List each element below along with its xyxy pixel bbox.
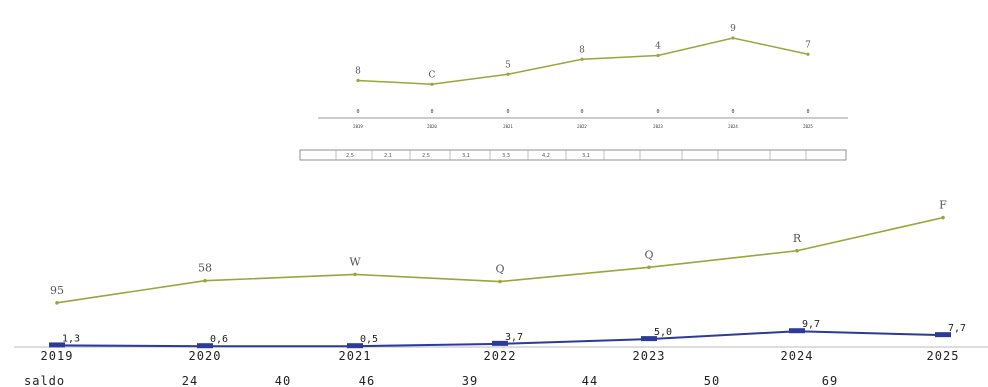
table-cell: 2,5	[346, 153, 354, 159]
bottom-series-1-point	[647, 265, 651, 270]
footer-value: 24	[182, 374, 198, 387]
footer-label: saldo	[24, 374, 65, 387]
bottom-tick-label: 2025	[927, 349, 960, 363]
top-tick-label: 2023	[653, 124, 663, 129]
bottom-series-2-label: 5,0	[654, 327, 672, 338]
top-data-table: 2,5 2,1 2,5 3,1 3,3 4,2 3,1	[299, 149, 847, 161]
top-lower-marker: 0	[506, 109, 509, 115]
bottom-series-1-point	[498, 279, 502, 284]
top-lower-marker: 0	[731, 109, 734, 115]
top-point-label: 5	[505, 60, 511, 70]
top-series-point	[580, 57, 584, 61]
table-cell: 3,1	[582, 153, 590, 159]
bottom-tick-label: 2021	[339, 349, 372, 363]
footer-value: 40	[275, 374, 291, 387]
bottom-line-chart: 95 58 W Q Q R F 1,3 0,6 0,5 3,7 5,0 9,7 7,7 2019 2020 20…	[14, 199, 988, 363]
bottom-series-2-label: 3,7	[505, 332, 523, 343]
bottom-series-2-marker	[197, 343, 213, 349]
bottom-series-line-1	[56, 216, 944, 304]
footer-row: saldo 24 40 46 39 44 50 69	[24, 374, 838, 387]
table-cell: 4,2	[542, 153, 550, 159]
footer-value: 50	[704, 374, 720, 387]
top-series-point	[806, 52, 810, 56]
top-lower-marker: 0	[656, 109, 659, 115]
bottom-tick-label: 2019	[41, 349, 74, 363]
top-tick-label: 2024	[728, 124, 738, 129]
bottom-series-2-label: 1,3	[62, 333, 80, 344]
bottom-series-1-label: F	[939, 199, 947, 212]
top-tick-label: 2020	[427, 124, 437, 129]
table-cell: 3,3	[502, 153, 510, 159]
top-series-point	[356, 78, 360, 83]
top-point-label: C	[429, 70, 436, 80]
bottom-series-1-label: R	[793, 232, 802, 245]
top-point-label: 7	[805, 40, 811, 50]
table-frame	[299, 149, 847, 161]
bottom-tick-label: 2020	[189, 349, 222, 363]
bottom-series-2-marker	[935, 332, 951, 338]
bottom-series-2-marker	[789, 328, 805, 334]
bottom-series-1-point	[353, 272, 357, 277]
table-cell: 2,1	[384, 153, 392, 159]
top-tick-label: 2021	[503, 124, 513, 129]
top-point-label: 9	[730, 24, 736, 34]
footer-value: 69	[822, 374, 838, 387]
table-cell: 2,5	[422, 153, 430, 159]
bottom-series-1-label: Q	[495, 263, 504, 276]
top-point-label: 8	[579, 45, 585, 55]
bottom-series-1-point	[55, 301, 59, 305]
top-lower-marker: 0	[806, 109, 809, 115]
top-series-point	[430, 82, 434, 86]
top-lower-marker: 0	[580, 109, 583, 115]
footer-value: 44	[582, 374, 598, 387]
top-tick-label: 2025	[803, 124, 813, 129]
bottom-series-2-label: 0,6	[210, 334, 228, 345]
top-lower-marker: 0	[356, 109, 359, 115]
bottom-series-1-point	[941, 215, 945, 220]
bottom-series-1-label: W	[349, 255, 361, 268]
top-point-label: 4	[655, 42, 661, 52]
top-lower-marker: 0	[430, 109, 433, 115]
top-series-point	[656, 53, 660, 58]
bottom-series-1-label: 95	[50, 284, 64, 297]
bottom-series-2-marker	[641, 336, 657, 342]
bottom-series-1-point	[203, 278, 207, 283]
bottom-tick-label: 2024	[781, 349, 814, 363]
top-line-chart: 8 C 5 8 4 9 7 0 0 0 0 0 0 0 2019 2020 2021 2022 2023 2024 20…	[318, 24, 848, 129]
bottom-tick-label: 2023	[633, 349, 666, 363]
footer-value: 46	[359, 374, 375, 387]
bottom-series-2-label: 9,7	[802, 319, 820, 330]
bottom-series-1-point	[795, 248, 799, 253]
bottom-series-2-label: 0,5	[360, 334, 378, 345]
bottom-series-2-marker	[347, 343, 363, 349]
footer-value: 39	[462, 374, 478, 387]
bottom-series-2-label: 7,7	[948, 323, 966, 334]
bottom-series-1-label: Q	[644, 248, 653, 261]
bottom-series-2-marker	[492, 340, 508, 346]
top-series-point	[731, 36, 735, 40]
bottom-series-2-marker	[49, 342, 65, 348]
table-cell: 3,1	[462, 153, 470, 159]
top-series-point	[506, 72, 510, 76]
top-tick-label: 2022	[577, 124, 587, 129]
bottom-series-1-label: 58	[198, 262, 212, 275]
bottom-tick-label: 2022	[484, 349, 517, 363]
top-point-label: 8	[355, 67, 361, 77]
top-tick-label: 2019	[353, 124, 363, 129]
